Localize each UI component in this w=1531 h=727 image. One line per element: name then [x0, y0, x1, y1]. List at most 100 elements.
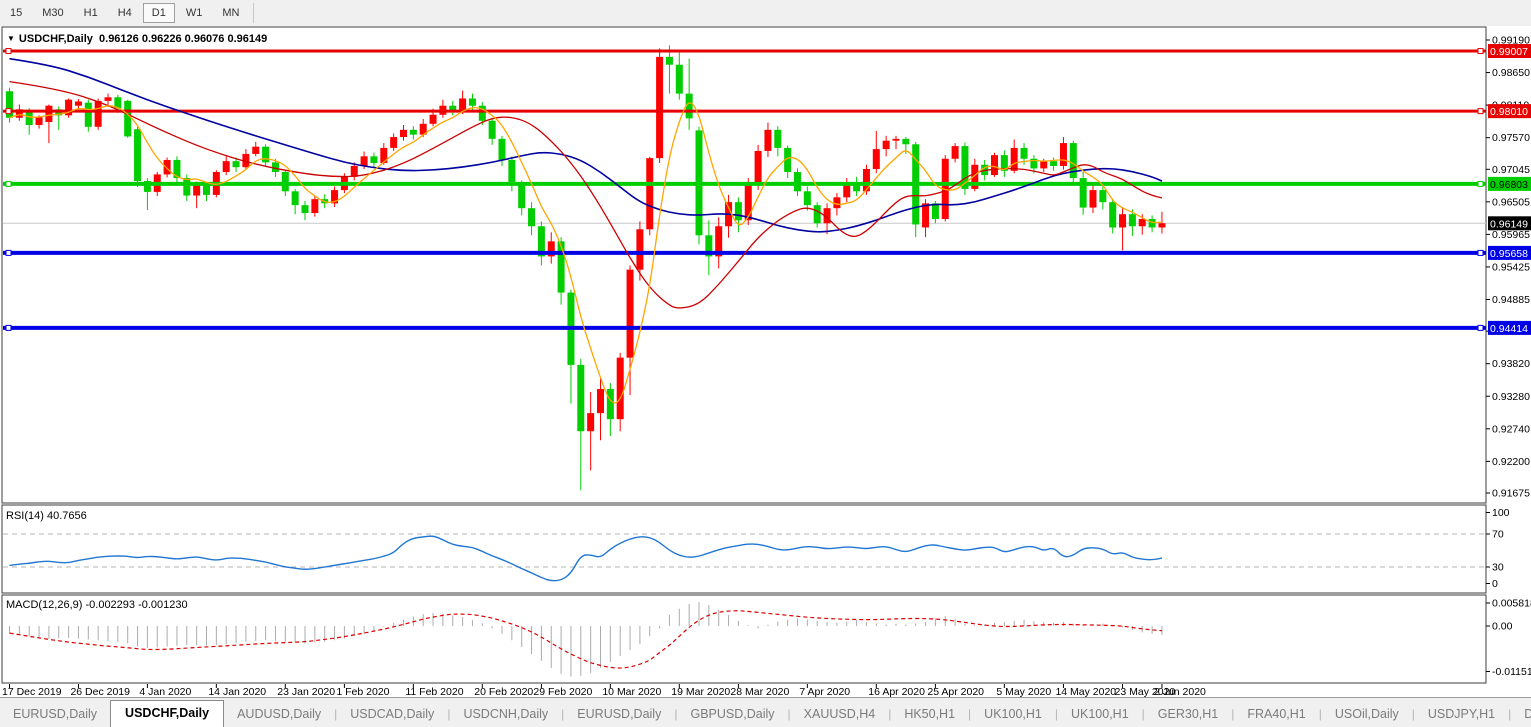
timeframe-button-15[interactable]: 15 [10, 7, 23, 19]
time-axis[interactable]: 17 Dec 2019 26 Dec 2019 4 Jan 2020 14 Jan 2… [2, 684, 1206, 698]
candle-body [390, 137, 398, 148]
tab-usdchf-daily[interactable]: USDCHF,Daily [110, 700, 225, 727]
candle [370, 152, 378, 168]
hline-handle[interactable] [1477, 249, 1484, 256]
candle [803, 186, 811, 211]
price-tag-box [1488, 245, 1531, 260]
macd-panel[interactable] [1, 594, 1487, 684]
candle-body [252, 146, 260, 154]
timeframe-button-h4[interactable]: H4 [117, 7, 132, 19]
time-tick-label: 26 Dec 2019 [70, 686, 130, 698]
price-tick-label: 0.94885 [1492, 294, 1530, 306]
candle-body [242, 153, 250, 168]
tab-dj30-h1[interactable]: DJ30,H1 [1524, 707, 1531, 721]
candle-body [193, 184, 201, 196]
hline-handle[interactable] [5, 108, 12, 115]
chart-window[interactable]: 0.991900.986500.981100.975700.970450.965… [0, 26, 1531, 698]
candle [252, 141, 260, 157]
main-price-panel[interactable] [1, 26, 1487, 504]
tab-hk50-h1[interactable]: HK50,H1 [904, 707, 956, 721]
time-tick-label: 19 Mar 2020 [671, 686, 730, 698]
timeframe-button-mn[interactable]: MN [222, 7, 240, 19]
candle [961, 142, 969, 195]
macd-indicator-label: MACD(12,26,9) -0.002293 -0.001230 [6, 599, 188, 611]
hline-handle[interactable] [5, 249, 12, 256]
hline-handle[interactable] [5, 180, 12, 187]
price-chart[interactable]: 0.991900.986500.981100.975700.970450.965… [0, 26, 1531, 698]
candle [991, 152, 998, 177]
candle [400, 124, 407, 141]
candle [84, 99, 92, 132]
candle [1119, 206, 1127, 251]
tab-usoil-daily[interactable]: USOil,Daily [1334, 707, 1399, 721]
tab-fra40-h1[interactable]: FRA40,H1 [1247, 707, 1306, 721]
time-tick-label: 23 Jan 2020 [277, 686, 335, 698]
timeframe-button-m30[interactable]: M30 [42, 7, 64, 19]
timeframe-button-w1[interactable]: W1 [185, 7, 203, 19]
candle [1030, 155, 1038, 174]
chart-dropdown-icon[interactable]: ▼ [7, 34, 15, 43]
price-tick-label: 0.95425 [1492, 261, 1530, 273]
time-tick-label: 1 Feb 2020 [336, 686, 389, 698]
toolbar-separator [253, 3, 255, 23]
candle [350, 162, 358, 181]
candle [606, 382, 614, 437]
tab-usdcad-daily[interactable]: USDCAD,Daily [350, 707, 435, 721]
hline-handle[interactable] [1477, 180, 1484, 187]
price-tick-label: 0.93820 [1492, 358, 1530, 370]
candle-body [872, 149, 880, 169]
tab-uk100-h1[interactable]: UK100,H1 [984, 707, 1042, 721]
candle [331, 186, 339, 207]
candle-body [124, 100, 132, 137]
candle [1050, 157, 1058, 171]
tab-separator: | [787, 707, 791, 721]
candle-body [606, 389, 614, 420]
price-tag-text: 0.98010 [1490, 106, 1528, 118]
candle [15, 104, 23, 121]
tab-separator: | [888, 707, 892, 721]
tab-audusd-daily[interactable]: AUDUSD,Daily [237, 707, 322, 721]
tab-separator: | [674, 707, 678, 721]
candle [134, 126, 142, 188]
hline-handle[interactable] [1477, 324, 1484, 331]
candle-body [1030, 158, 1038, 169]
tab-usdcnh-daily[interactable]: USDCNH,Daily [463, 707, 549, 721]
candle-body [1148, 219, 1156, 228]
candle-body [6, 91, 13, 118]
tab-uk100-h1[interactable]: UK100,H1 [1070, 707, 1129, 721]
price-tick-label: 0.96505 [1492, 196, 1530, 208]
hline-handle[interactable] [1477, 48, 1484, 55]
tab-gbpusd-daily[interactable]: GBPUSD,Daily [690, 707, 775, 721]
ma-medium-line [9, 80, 1163, 309]
candle-body [794, 172, 801, 192]
candle [685, 58, 693, 130]
time-tick-label: 11 Feb 2020 [405, 686, 463, 698]
tab-eurusd-daily[interactable]: EURUSD,Daily [577, 707, 662, 721]
time-tick-label: 14 Jan 2020 [208, 686, 266, 698]
tab-xauusd-h4[interactable]: XAUUSD,H4 [803, 707, 876, 721]
macd-tick-label: 0.005818 [1492, 598, 1531, 610]
candle-body [862, 168, 870, 192]
hline-handle[interactable] [5, 48, 12, 55]
macd-values: -0.002293 -0.001230 [85, 599, 188, 611]
rsi-panel[interactable] [1, 504, 1487, 594]
tab-ger30-h1[interactable]: GER30,H1 [1157, 707, 1219, 721]
candle [1089, 182, 1097, 214]
tab-eurusd-daily[interactable]: EURUSD,Daily [13, 707, 98, 721]
candle-body [45, 105, 53, 122]
candle-body [646, 158, 654, 230]
timeframe-button-h1[interactable]: H1 [83, 7, 98, 19]
candle-body [715, 226, 723, 257]
candle-body [587, 413, 595, 432]
price-tick-label: 0.98650 [1492, 67, 1530, 79]
tab-usdjpy-h1[interactable]: USDJPY,H1 [1427, 707, 1496, 721]
candle-body [449, 105, 457, 112]
candle-body [203, 184, 210, 195]
candle [616, 352, 624, 432]
candle [547, 232, 555, 264]
timeframe-button-d1[interactable]: D1 [142, 3, 175, 23]
hline-handle[interactable] [1477, 108, 1484, 115]
candle [124, 99, 132, 138]
hline-handle[interactable] [5, 324, 12, 331]
price-axis[interactable]: 0.991900.986500.981100.975700.970450.965… [1486, 35, 1531, 679]
